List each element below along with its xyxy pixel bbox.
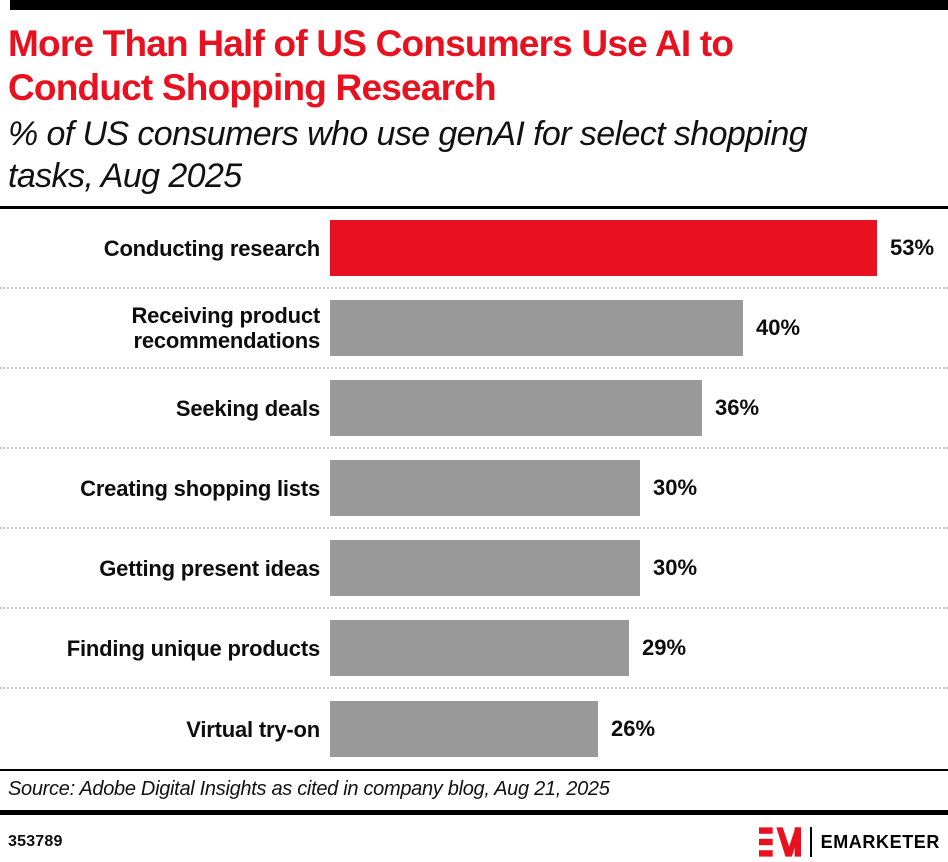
value-label: 29% bbox=[642, 635, 687, 661]
value-label: 36% bbox=[715, 395, 760, 421]
category-label: Finding unique products bbox=[66, 635, 320, 661]
chart-row: Receiving product recommendations 40% bbox=[0, 289, 948, 370]
value-label: 40% bbox=[756, 315, 801, 341]
bar-track: 30% bbox=[330, 540, 948, 597]
chart-row: Virtual try-on 26% bbox=[0, 689, 948, 769]
bar bbox=[330, 540, 640, 597]
chart-row: Getting present ideas 30% bbox=[0, 529, 948, 610]
bar bbox=[330, 380, 702, 437]
bar-track: 30% bbox=[330, 460, 948, 517]
value-label: 26% bbox=[611, 716, 656, 742]
logo-divider bbox=[809, 827, 812, 858]
em-logo-icon bbox=[758, 827, 801, 857]
category-label: Receiving product recommendations bbox=[131, 302, 320, 354]
value-label: 30% bbox=[653, 475, 698, 501]
chart-title: More Than Half of US Consumers Use AI to… bbox=[8, 23, 734, 108]
horizontal-bar-chart: Conducting research 53% Receiving produc… bbox=[0, 209, 948, 769]
value-label: 30% bbox=[653, 555, 698, 581]
chart-subtitle: % of US consumers who use genAI for sele… bbox=[8, 115, 808, 195]
bar-track: 36% bbox=[330, 380, 948, 437]
bar bbox=[330, 620, 629, 677]
header-divider bbox=[0, 206, 948, 210]
chart-id: 353789 bbox=[8, 833, 63, 851]
source-note: Source: Adobe Digital Insights as cited … bbox=[8, 778, 610, 801]
bar bbox=[330, 220, 877, 277]
category-label: Virtual try-on bbox=[186, 716, 320, 742]
category-label: Creating shopping lists bbox=[80, 475, 320, 501]
value-label: 53% bbox=[890, 235, 935, 261]
bar-track: 53% bbox=[330, 220, 948, 277]
chart-row: Creating shopping lists 30% bbox=[0, 449, 948, 530]
top-accent-bar bbox=[10, 0, 948, 10]
bar bbox=[330, 300, 743, 357]
chart-header: More Than Half of US Consumers Use AI to… bbox=[0, 10, 948, 206]
chart-row: Seeking deals 36% bbox=[0, 369, 948, 450]
category-label: Conducting research bbox=[103, 235, 320, 261]
source-band: Source: Adobe Digital Insights as cited … bbox=[0, 769, 948, 816]
chart-row: Conducting research 53% bbox=[0, 209, 948, 290]
chart-row: Finding unique products 29% bbox=[0, 609, 948, 690]
emarketer-logo: EMARKETER bbox=[758, 827, 940, 858]
bar bbox=[330, 460, 640, 517]
category-label: Getting present ideas bbox=[99, 555, 320, 581]
category-label: Seeking deals bbox=[175, 395, 320, 421]
bar-track: 29% bbox=[330, 620, 948, 677]
bar bbox=[330, 701, 598, 758]
bar-track: 40% bbox=[330, 300, 948, 357]
chart-footer: 353789 EMARKETER bbox=[0, 815, 948, 858]
emarketer-wordmark: EMARKETER bbox=[820, 831, 940, 852]
bar-track: 26% bbox=[330, 701, 948, 758]
